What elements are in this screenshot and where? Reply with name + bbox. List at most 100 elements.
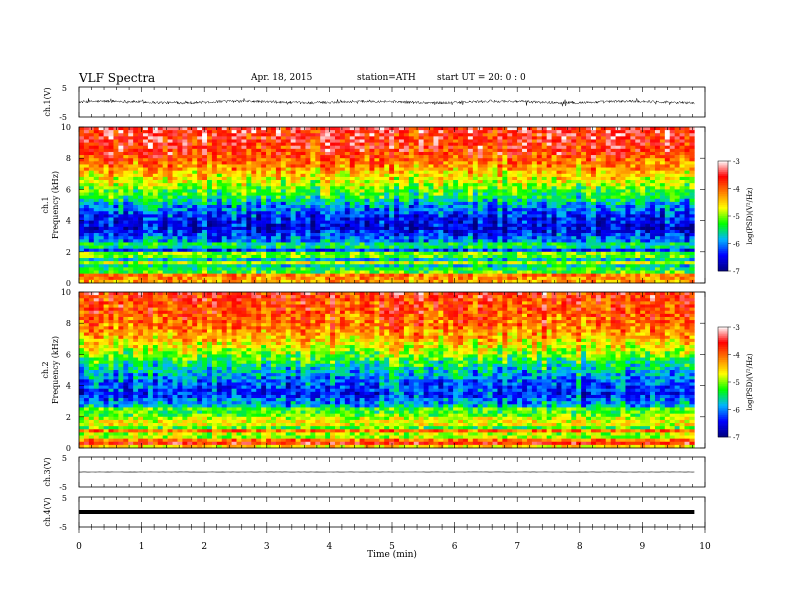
spectrogram-cell [187, 136, 193, 140]
spectrogram-cell [349, 133, 355, 137]
spectrogram-cell [177, 180, 183, 184]
spectrogram-cell [231, 217, 237, 221]
spectrogram-cell [438, 151, 444, 156]
spectrogram-cell [413, 192, 419, 196]
spectrogram-cell [517, 195, 523, 200]
spectrogram-cell [354, 158, 360, 162]
spectrogram-cell [650, 223, 656, 228]
spectrogram-cell [143, 170, 149, 175]
spectrogram-cell [241, 176, 247, 181]
spectrogram-cell [477, 201, 483, 206]
spectrogram-cell [522, 195, 528, 200]
spectrogram-cell [536, 142, 543, 147]
spectrogram-cell [482, 226, 488, 231]
spectrogram-cell [182, 201, 188, 206]
spectrogram-cell [83, 220, 90, 225]
spectrogram-cell [467, 220, 474, 225]
spectrogram-cell [133, 195, 139, 200]
spectrogram-cell [192, 173, 198, 178]
spectrogram-cell [546, 158, 552, 162]
spectrogram-cell [315, 130, 321, 134]
spectrogram-cell [374, 133, 380, 137]
spectrogram-cell [280, 130, 287, 134]
spectrogram-cell [625, 164, 631, 168]
spectrogram-cell [334, 205, 341, 209]
spectrogram-cell [551, 164, 557, 168]
spectrogram-cell [103, 211, 109, 215]
spectrogram-cell [389, 245, 395, 249]
spectrogram-cell [295, 170, 301, 175]
spectrogram-cell [211, 155, 218, 159]
spectrogram-cell [389, 142, 395, 147]
spectrogram-cell [423, 151, 429, 156]
spectrogram-cell [654, 133, 661, 137]
spectrogram-cell [541, 176, 547, 181]
spectrogram-cell [630, 176, 636, 181]
spectrogram-cell [280, 195, 287, 200]
spectrogram-cell [379, 142, 385, 147]
spectrogram-cell [147, 136, 154, 140]
spectrogram-cell [79, 214, 85, 218]
spectrogram-cell [339, 161, 346, 165]
spectrogram-cell [241, 145, 247, 150]
spectrogram-cell [211, 161, 218, 165]
spectrogram-cell [325, 176, 331, 181]
spectrogram-cell [546, 211, 552, 215]
spectrogram-cell [315, 195, 321, 200]
spectrogram-cell [497, 180, 503, 184]
spectrogram-cell [334, 201, 341, 206]
spectrogram-cell [586, 217, 592, 221]
spectrogram-cell [394, 127, 400, 131]
spectrogram-cell [157, 242, 163, 246]
spectrogram-cell [654, 164, 661, 168]
spectrogram-cell [453, 130, 459, 134]
spectrogram-cell [221, 226, 227, 231]
spectrogram-cell [147, 167, 154, 171]
spectrogram-cell [349, 226, 355, 231]
spectrogram-cell [531, 223, 538, 228]
spectrogram-cell [467, 164, 474, 168]
spectrogram-cell [167, 130, 173, 134]
spectrogram-cell [615, 236, 621, 240]
spectrogram-cell [467, 173, 474, 178]
spectrogram-cell [413, 208, 419, 212]
spectrogram-cell [403, 176, 410, 181]
spectrogram-cell [531, 145, 538, 150]
spectrogram-cell [359, 145, 365, 150]
spectrogram-cell [669, 142, 675, 147]
spectrogram-cell [531, 233, 538, 237]
spectrogram-cell [359, 186, 365, 190]
spectrogram-cell [605, 130, 611, 134]
spectrogram-cell [433, 205, 439, 209]
spectrogram-cell [615, 189, 621, 193]
spectrogram-cell [206, 173, 213, 178]
spectrogram-cell [108, 223, 114, 228]
spectrogram-cell [246, 139, 252, 143]
spectrogram-cell [275, 236, 282, 240]
spectrogram-cell [541, 189, 547, 193]
spectrogram-cell [157, 148, 163, 153]
spectrogram-cell [581, 226, 587, 231]
spectrogram-cell [83, 229, 90, 234]
spectrogram-cell [531, 183, 538, 187]
spectrogram-cell [502, 220, 508, 225]
spectrogram-cell [507, 242, 513, 246]
spectrogram-cell [359, 180, 365, 184]
spectrogram-cell [334, 214, 341, 218]
spectrogram-cell [290, 142, 296, 147]
spectrogram-cell [600, 242, 607, 246]
spectrogram-cell [152, 133, 159, 137]
spectrogram-cell [354, 214, 360, 218]
spectrogram-cell [467, 189, 474, 193]
spectrogram-cell [413, 226, 419, 231]
spectrogram-cell [546, 139, 552, 143]
spectrogram-cell [418, 214, 424, 218]
spectrogram-cell [502, 229, 508, 234]
spectrogram-cell [453, 245, 459, 249]
ch1-waveform-ytick-label: -5 [59, 113, 67, 122]
spectrogram-cell [561, 201, 567, 206]
spectrogram-cell [295, 223, 301, 228]
spectrogram-cell [98, 248, 104, 253]
spectrogram-cell [315, 214, 321, 218]
spectrogram-cell [118, 233, 124, 237]
